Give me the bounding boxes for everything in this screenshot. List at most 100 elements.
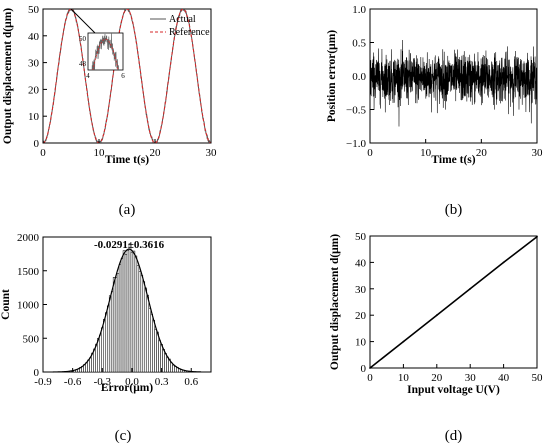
histogram-bar bbox=[144, 287, 148, 373]
panel-c-ylabel: Count bbox=[0, 289, 12, 320]
data-point bbox=[402, 340, 405, 343]
inset-xtick-label: 4 bbox=[86, 72, 90, 80]
panel-d-ytick-label: 0 bbox=[361, 363, 367, 375]
panel-d: 0 10 20 30 40 50 0 10 20 30 40 50 Input voltage U(V)… bbox=[329, 231, 543, 444]
inset-reference-line bbox=[92, 38, 119, 70]
legend-reference-label: Reference bbox=[169, 27, 210, 38]
panel-c-ytick-label: 1000 bbox=[17, 300, 40, 312]
panel-c-ytick-label: 2000 bbox=[17, 232, 40, 244]
panel-c-annotation: -0.0291±0.3616 bbox=[94, 239, 165, 251]
histogram-bar bbox=[170, 362, 173, 373]
gaussian-fit-curve bbox=[52, 248, 202, 373]
panel-b-plot-area bbox=[370, 39, 537, 127]
panel-b-xtick-label: 10 bbox=[420, 147, 432, 159]
histogram-bar bbox=[138, 271, 142, 373]
panel-b-xlabel: Time t(s) bbox=[431, 154, 475, 166]
panel-c-ytick-label: 0 bbox=[34, 367, 40, 379]
panel-c-xtick-label: -0.3 bbox=[94, 376, 112, 388]
histogram-bar bbox=[158, 340, 161, 373]
panel-a-ytick-label: 50 bbox=[28, 4, 40, 16]
panel-c-xtick-label: -0.9 bbox=[34, 376, 52, 388]
panel-b: 0 10 20 30 1.0 0.5 0.0 −0.5 −1.0 Time t(s) Positio… bbox=[326, 4, 543, 218]
histogram-bar bbox=[150, 313, 153, 373]
panel-b-xtick-label: 0 bbox=[367, 147, 373, 159]
panel-d-xtick-label: 0 bbox=[367, 372, 373, 384]
histogram-bar bbox=[116, 273, 120, 373]
histogram-bar bbox=[172, 364, 175, 373]
histogram-bar bbox=[148, 308, 151, 373]
histogram-bar bbox=[89, 357, 92, 373]
panel-c-ytick-label: 500 bbox=[23, 333, 40, 345]
histogram-bar bbox=[101, 327, 104, 373]
panel-d-ytick-label: 30 bbox=[355, 284, 367, 296]
data-point bbox=[469, 287, 472, 290]
data-point bbox=[435, 314, 438, 317]
panel-a: 0 10 20 30 0 10 20 30 40 50 Time t(s) Output displa… bbox=[2, 4, 217, 218]
panel-c-xtick-label: -0.6 bbox=[64, 376, 82, 388]
histogram-bar bbox=[154, 329, 157, 373]
histogram-bar bbox=[140, 275, 144, 373]
inset-xtick-label: 6 bbox=[121, 72, 125, 80]
panel-a-ytick-label: 40 bbox=[28, 31, 40, 43]
panel-c-bars bbox=[57, 243, 199, 373]
histogram-bar bbox=[112, 277, 116, 373]
panel-a-xtick-label: 0 bbox=[40, 147, 46, 159]
histogram-bar bbox=[164, 353, 167, 373]
panel-c-caption: (c) bbox=[115, 428, 132, 444]
panel-a-ytick-label: 30 bbox=[28, 58, 40, 70]
panel-d-xtick-label: 50 bbox=[532, 372, 544, 384]
panel-d-ytick-label: 10 bbox=[355, 337, 367, 349]
panel-d-xtick-label: 40 bbox=[498, 372, 510, 384]
panel-c-xlabel: Error(μm) bbox=[101, 382, 153, 394]
panel-a-legend: Actual Reference bbox=[150, 14, 210, 38]
histogram-bar bbox=[105, 312, 108, 373]
panel-a-xtick-label: 10 bbox=[94, 147, 106, 159]
panel-a-xtick-label: 30 bbox=[206, 147, 218, 159]
panel-d-caption: (d) bbox=[445, 428, 463, 444]
panel-b-xtick-label: 20 bbox=[476, 147, 488, 159]
histogram-bar bbox=[110, 291, 114, 373]
panel-a-ylabel: Output displacement d(μm) bbox=[2, 8, 14, 144]
panel-d-xtick-label: 10 bbox=[398, 372, 410, 384]
panel-b-ytick-label: 0.0 bbox=[352, 71, 366, 83]
panel-b-ytick-label: −0.5 bbox=[346, 105, 366, 117]
panel-c: -0.9 -0.6 -0.3 0.0 0.3 0.6 0 500 1000 1500 2000 -0.… bbox=[0, 232, 212, 444]
histogram-bar bbox=[122, 250, 126, 373]
panel-d-ylabel: Output displacement d(μm) bbox=[329, 234, 341, 370]
panel-d-xtick-label: 20 bbox=[431, 372, 443, 384]
histogram-bar bbox=[162, 348, 165, 373]
panel-c-xtick-label: 0.3 bbox=[155, 376, 169, 388]
histogram-bar bbox=[152, 320, 155, 373]
panel-c-ytick-label: 1500 bbox=[17, 266, 40, 278]
histogram-bar bbox=[142, 281, 146, 373]
panel-b-caption: (b) bbox=[445, 202, 463, 218]
histogram-bar bbox=[108, 295, 112, 373]
histogram-bar bbox=[99, 334, 102, 373]
panel-d-ytick-label: 50 bbox=[355, 231, 367, 243]
histogram-bar bbox=[95, 343, 98, 373]
panel-d-frame bbox=[369, 235, 538, 369]
histogram-bar bbox=[106, 305, 110, 373]
panel-a-ytick-label: 20 bbox=[28, 84, 40, 96]
panel-d-ytick-label: 40 bbox=[355, 257, 367, 269]
panel-b-ylabel: Position error(μm) bbox=[326, 30, 338, 122]
panel-b-ytick-label: 1.0 bbox=[352, 4, 366, 16]
panel-b-ytick-label: 0.5 bbox=[352, 38, 366, 50]
histogram-bar bbox=[166, 356, 169, 373]
histogram-bar bbox=[128, 243, 132, 373]
inset-ytick-label: 48 bbox=[79, 60, 87, 68]
panel-a-xtick-label: 20 bbox=[150, 147, 162, 159]
histogram-bar bbox=[136, 265, 140, 373]
histogram-bar bbox=[120, 258, 124, 373]
series-position-error-line bbox=[370, 39, 537, 127]
legend-actual-label: Actual bbox=[169, 14, 196, 25]
inset-connector-line bbox=[70, 8, 96, 34]
histogram-bar bbox=[146, 294, 149, 373]
panel-b-xtick-label: 30 bbox=[532, 147, 544, 159]
series-displacement-line bbox=[369, 236, 538, 369]
panel-d-xlabel: Input voltage U(V) bbox=[407, 384, 500, 396]
data-point bbox=[502, 261, 505, 264]
panel-b-ytick-label: −1.0 bbox=[346, 138, 366, 150]
histogram-bar bbox=[118, 264, 122, 373]
